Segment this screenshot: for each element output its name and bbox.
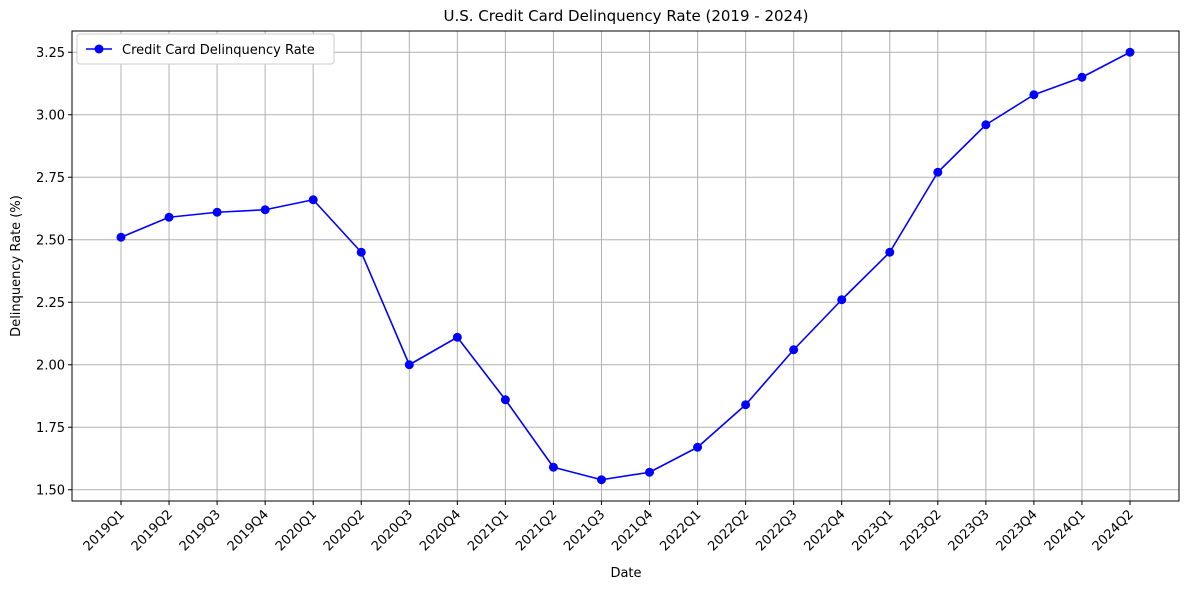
data-point [789,345,799,355]
data-point [981,120,991,130]
y-tick-label: 2.75 [36,171,65,186]
data-point [837,295,847,305]
legend-box [76,33,335,65]
data-point [260,205,270,215]
data-point [164,212,174,222]
data-point [548,462,558,472]
y-tick-label: 2.25 [36,296,65,311]
legend-label: Credit Card Delinquency Rate [122,43,315,58]
data-point [404,360,414,370]
series-layer [116,47,1135,485]
data-point [645,467,655,477]
data-point [452,332,462,342]
data-point [500,395,510,405]
y-tick-label: 2.00 [36,358,65,373]
series-line [120,51,1131,481]
plot-area-frame [71,30,1180,502]
y-tick-label: 1.75 [36,421,65,436]
data-point [741,400,751,410]
legend-marker-sample [94,44,104,54]
data-point [933,167,943,177]
data-point [1125,47,1135,57]
chart-title: U.S. Credit Card Delinquency Rate (2019 … [444,7,809,25]
data-point [356,247,366,257]
y-tick-label: 3.25 [36,46,65,61]
data-point [885,247,895,257]
y-axis-title: Delinquency Rate (%) [9,195,24,337]
data-point [1029,90,1039,100]
legend: Credit Card Delinquency Rate [76,33,335,65]
y-tick-label: 1.50 [36,483,65,498]
grid-lines [72,31,1179,501]
data-point [116,232,126,242]
y-tick-label: 2.50 [36,233,65,248]
data-point [212,207,222,217]
data-point [308,195,318,205]
data-point [596,475,606,485]
data-point [693,442,703,452]
y-tick-label: 3.00 [36,108,65,123]
x-axis-title: Date [610,566,641,581]
data-point [1077,72,1087,82]
